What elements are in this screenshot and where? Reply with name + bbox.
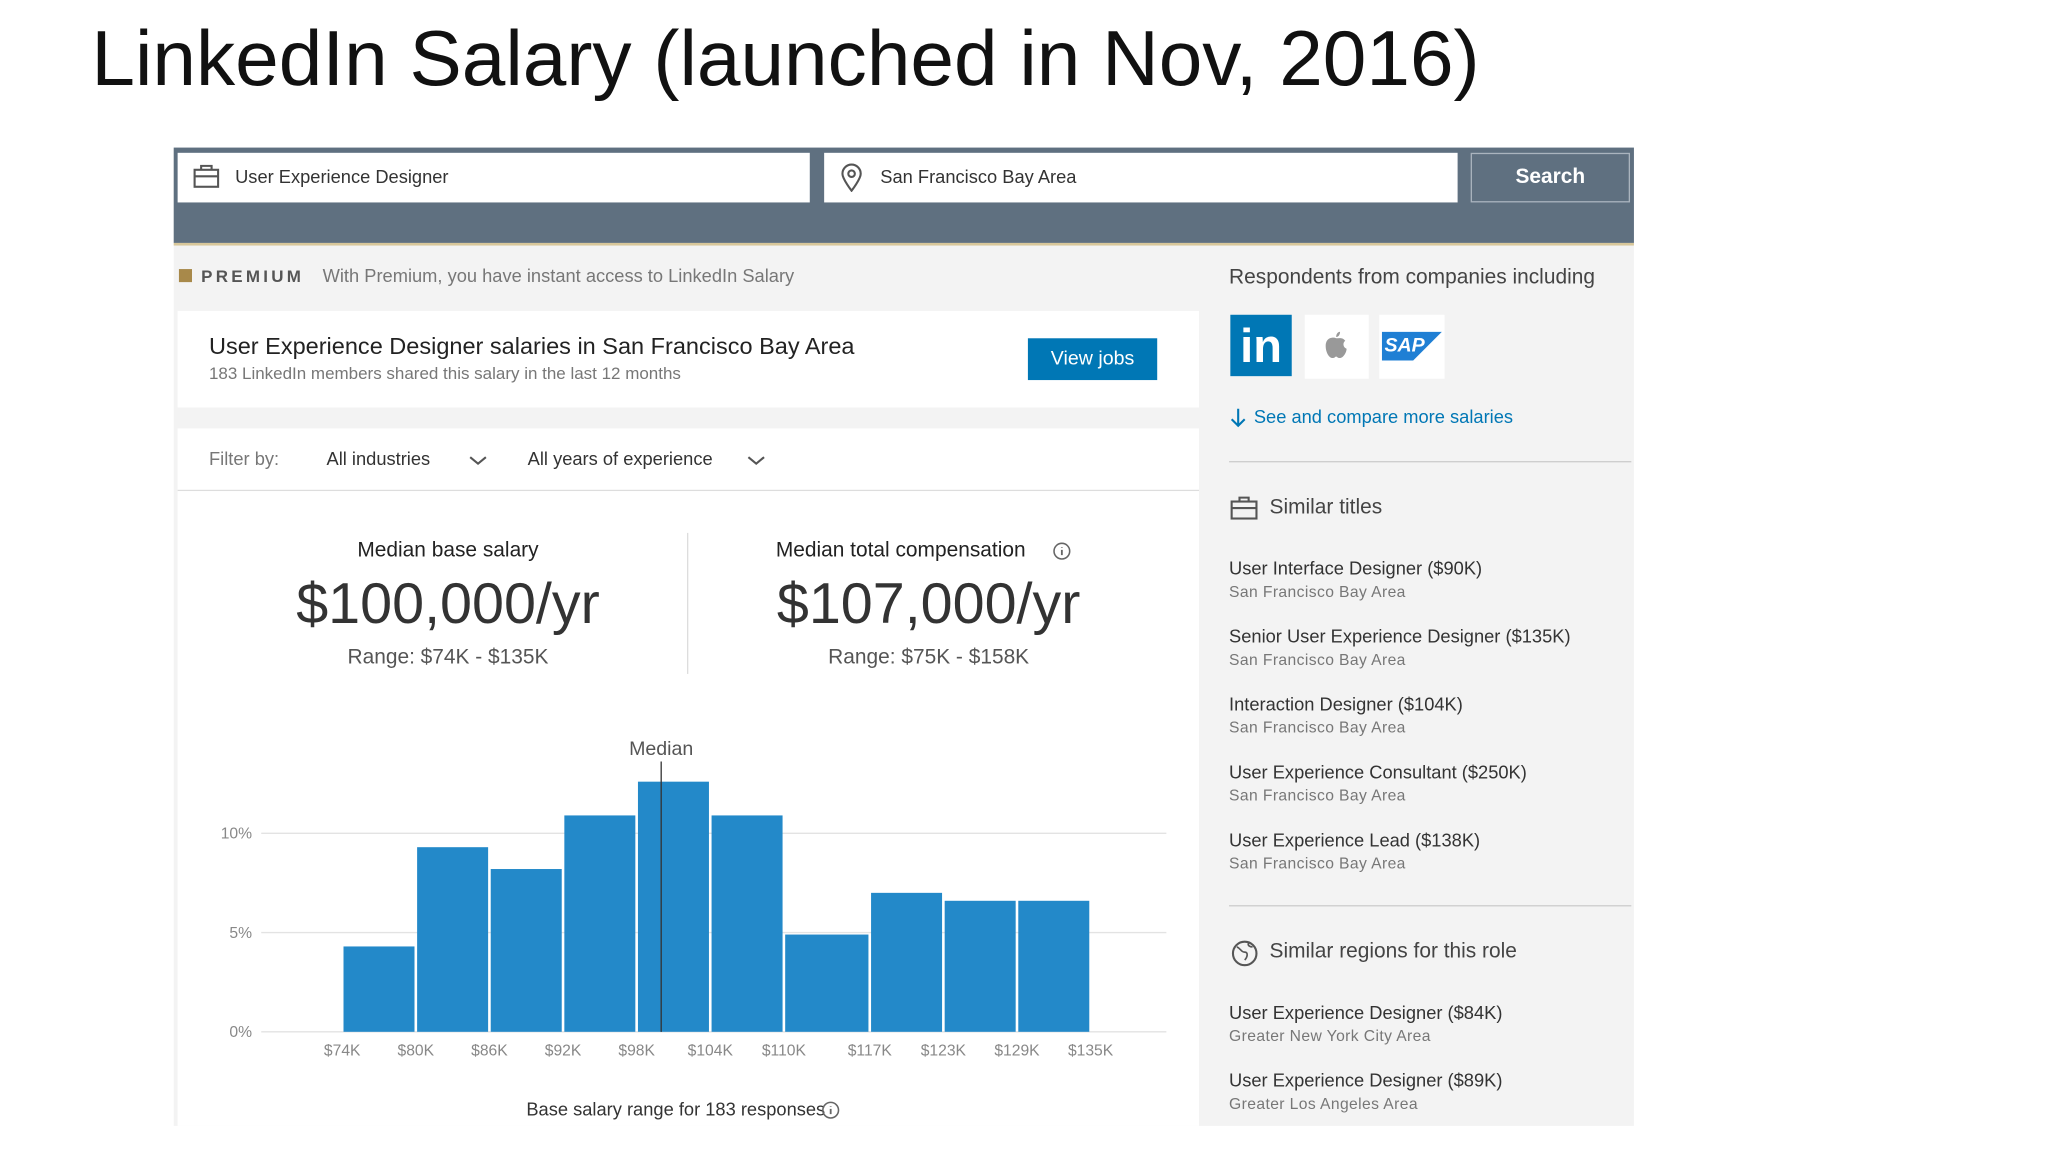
similar-title: User Experience Designer ($89K) (1229, 1069, 1503, 1091)
similar-region: San Francisco Bay Area (1229, 718, 1406, 737)
x-tick-label: $98K (618, 1042, 655, 1059)
similar-title: User Experience Consultant ($250K) (1229, 761, 1527, 783)
similar-region: San Francisco Bay Area (1229, 650, 1406, 669)
job-text: User Experience Designer (235, 165, 449, 187)
sap-logo-text: SAP (1384, 334, 1425, 357)
pin-icon (841, 163, 862, 192)
x-tick-label: $80K (398, 1042, 435, 1059)
bar (785, 934, 869, 1032)
view-jobs-button[interactable] (1027, 338, 1158, 381)
x-tick-label: $117K (848, 1042, 893, 1059)
briefcase-icon (193, 164, 220, 188)
divider (1229, 461, 1632, 463)
bar (490, 869, 562, 1032)
similar-title: User Interface Designer ($90K) (1229, 557, 1483, 579)
x-tick-label: $92K (545, 1042, 582, 1059)
sap-shape (1381, 331, 1442, 361)
industry-filter[interactable]: All industries (326, 447, 431, 469)
base-range: Range: $74K - $135K (347, 646, 549, 669)
y-tick-label: 10% (221, 826, 252, 843)
x-tick-label: $104K (688, 1042, 734, 1059)
location-text: San Francisco Bay Area (880, 165, 1077, 187)
premium-badge: PREMIUM (201, 266, 305, 287)
similar-titles-heading: Similar titles (1269, 496, 1383, 519)
apple-icon (1325, 331, 1347, 359)
x-tick-label: $74K (324, 1042, 361, 1059)
briefcase-icon (1230, 496, 1258, 520)
total-range: Range: $75K - $158K (828, 646, 1030, 669)
base-value: $100,000/yr (296, 572, 600, 637)
x-tick-label: $135K (1068, 1042, 1114, 1059)
globe-icon (1231, 940, 1258, 967)
chevron (469, 456, 487, 466)
similar-region: Greater New York City Area (1229, 1026, 1431, 1045)
filter-card (177, 428, 1199, 492)
x-tick-label: $129K (994, 1042, 1040, 1059)
similar-region: San Francisco Bay Area (1229, 582, 1406, 601)
premium-text: With Premium, you have instant access to… (322, 265, 795, 287)
y-tick-label: 5% (229, 925, 252, 942)
total-value: $107,000/yr (776, 572, 1081, 637)
similar-title: User Experience Designer ($84K) (1229, 1001, 1503, 1023)
linkedin-logo-text: in (1240, 318, 1282, 373)
linkedin-logo (1230, 314, 1292, 377)
search-button-label: Search (1515, 165, 1586, 189)
similar-title: Interaction Designer ($104K) (1229, 693, 1463, 715)
similar-region: Greater Los Angeles Area (1229, 1094, 1418, 1113)
x-tick-label: $86K (471, 1042, 508, 1059)
header-subtitle: 183 LinkedIn members shared this salary … (208, 363, 681, 383)
bar (564, 815, 636, 1032)
median-label: Median (629, 738, 693, 760)
divider (173, 242, 1634, 246)
slide-title: LinkedIn Salary (launched in Nov, 2016) (91, 14, 1480, 102)
similar-regions-heading: Similar regions for this role (1269, 940, 1517, 963)
header-title: User Experience Designer salaries in San… (208, 333, 855, 360)
similar-region: San Francisco Bay Area (1229, 786, 1406, 805)
similar-title: Senior User Experience Designer ($135K) (1229, 625, 1571, 647)
y-tick-label: 0% (229, 1024, 252, 1041)
filter-label: Filter by: (208, 447, 280, 469)
bar (343, 946, 415, 1032)
total-label: Median total compensation (775, 539, 1026, 562)
similar-title: User Experience Lead ($138K) (1229, 829, 1481, 851)
search-button[interactable] (1470, 152, 1631, 203)
premium-icon (178, 269, 192, 283)
separator (687, 532, 689, 674)
x-tick-label: $110K (762, 1042, 807, 1059)
x-tick-label: $123K (921, 1042, 967, 1059)
info-icon (822, 1101, 840, 1119)
chevron (747, 456, 765, 466)
arrow-icon (1230, 408, 1246, 428)
see-more-link[interactable]: See and compare more salaries (1253, 406, 1514, 428)
histogram-caption: Base salary range for 183 responses (526, 1098, 826, 1120)
bar (871, 892, 943, 1032)
bar (637, 781, 709, 1032)
info-icon (1053, 542, 1071, 560)
bar (417, 847, 489, 1032)
bar (711, 815, 783, 1032)
experience-filter[interactable]: All years of experience (527, 447, 713, 469)
divider (1229, 905, 1632, 907)
similar-region: San Francisco Bay Area (1229, 854, 1406, 873)
job-input[interactable] (177, 152, 810, 203)
bar (944, 900, 1016, 1032)
location-input[interactable] (824, 152, 1458, 203)
bar (1018, 900, 1090, 1032)
base-label: Median base salary (357, 539, 539, 562)
view-jobs-label: View jobs (1050, 347, 1135, 370)
respondents-label: Respondents from companies including (1229, 266, 1595, 289)
